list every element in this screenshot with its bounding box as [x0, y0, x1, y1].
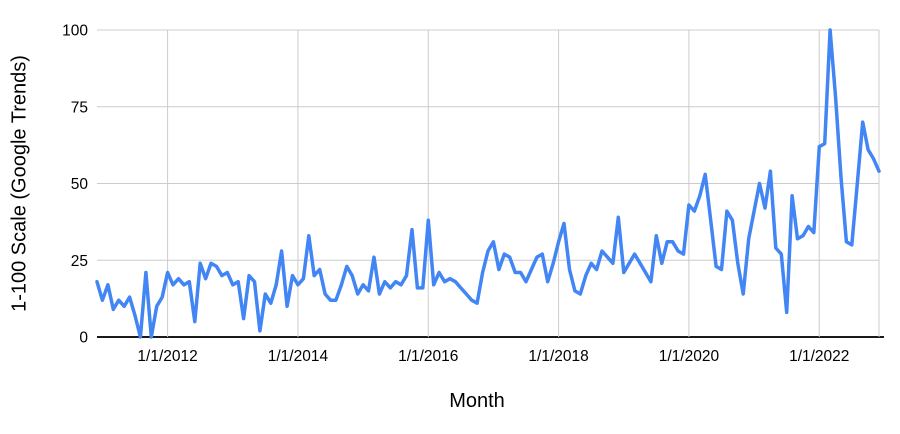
x-tick-label: 1/1/2014 [268, 348, 329, 365]
y-tick-label: 25 [71, 253, 88, 270]
x-tick-label: 1/1/2020 [659, 348, 720, 365]
x-tick-label: 1/1/2012 [137, 348, 197, 365]
x-axis-title: Month [449, 390, 505, 412]
y-tick-label: 100 [62, 23, 88, 40]
y-tick-label: 50 [71, 176, 89, 193]
y-tick-label: 75 [71, 99, 88, 116]
y-tick-label: 0 [79, 330, 88, 347]
x-tick-label: 1/1/2016 [398, 348, 458, 365]
y-axis-title: 1-100 Scale (Google Trends) [8, 55, 31, 312]
x-tick-label: 1/1/2018 [528, 348, 588, 365]
x-tick-label: 1/1/2022 [789, 348, 849, 365]
trend-line-series [95, 28, 881, 339]
